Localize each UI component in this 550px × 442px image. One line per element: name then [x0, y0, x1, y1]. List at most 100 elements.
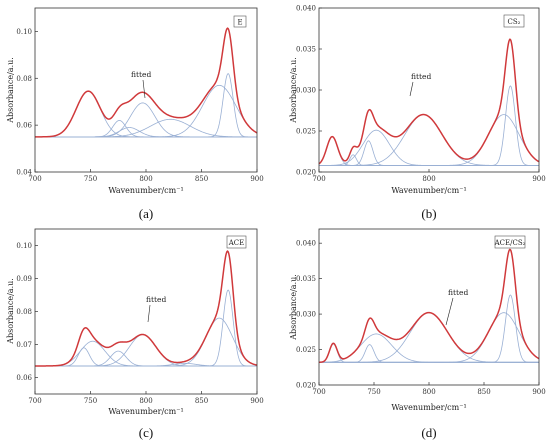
panel-c-component-peak-3 [35, 350, 257, 367]
panel-b-y-tick-label: 0.030 [296, 87, 316, 95]
panel-c-x-tick-label: 750 [84, 397, 97, 405]
panel-a-y-tick-label: 0.10 [16, 28, 32, 36]
panel-c-component-peak-6 [35, 317, 258, 367]
panel-a-label-box [233, 15, 247, 28]
panel-d-component-peak-6 [319, 294, 539, 363]
panel-b-y-tick-label: 0.025 [296, 128, 316, 136]
panel-c-ylabel: Absorbance/a.u. [6, 278, 15, 345]
panel-b-component-peak-3 [319, 140, 539, 166]
panel-c-curves [35, 250, 258, 367]
panel-d-curves [318, 248, 540, 364]
panel-d-y-tick-label: 0.030 [296, 311, 316, 319]
panel-b-fitted-arrow [409, 81, 414, 97]
panel-d-label-box [494, 235, 526, 249]
panel-a-fitted-annotation: fitted [131, 70, 151, 79]
panel-b-x-tick-label: 900 [532, 175, 545, 183]
panel-a-curves [35, 27, 258, 138]
panel-d-x-tick-label: 850 [477, 388, 490, 396]
panel-b: 700 800 900 0.020 0.025 0.030 0.035 0.040 CS₂ f… [289, 5, 546, 222]
panel-b-label-box [503, 14, 525, 28]
panel-b-caption: (b) [421, 206, 436, 221]
panel-d-xlabel: Wavenumber/cm⁻¹ [391, 403, 466, 412]
panel-c-y-tick-label: 0.08 [16, 308, 32, 316]
panel-c-component-peak-4 [35, 334, 257, 367]
panel-d-ticks: 700 750 800 850 900 0.020 0.025 0.030 0.035 0.040 [296, 240, 546, 396]
panel-c-caption: (c) [139, 425, 153, 440]
panel-b-x-tick-label: 800 [422, 175, 435, 183]
panel-d-y-tick-label: 0.025 [296, 346, 316, 354]
panel-d-fitted-curve [318, 248, 540, 364]
panel-a-label: E [237, 19, 242, 27]
panel-c-ticks: 700 750 800 850 900 0.06 0.07 0.08 0.09 0.10 [16, 242, 263, 405]
panel-a-fitted-curve [35, 27, 258, 138]
panel-a-x-tick-label: 750 [84, 175, 97, 183]
panel-b-x-tick-label: 700 [312, 175, 325, 183]
panel-c-label-box [226, 235, 247, 249]
panel-c-y-tick-label: 0.06 [16, 374, 32, 382]
panel-a-ticks: 700 750 800 850 900 0.04 0.06 0.08 0.10 [16, 28, 263, 183]
panel-a-caption: (a) [139, 206, 153, 221]
panel-a-y-tick-label: 0.06 [16, 122, 32, 130]
panel-c-x-tick-label: 900 [250, 397, 263, 405]
panel-d-fitted-annotation: fitted [448, 288, 468, 297]
panel-b-ticks: 700 800 900 0.020 0.025 0.030 0.035 0.040 [296, 5, 546, 184]
panel-d-label: ACE/CS₂ [494, 239, 526, 247]
panel-a-frame [34, 7, 258, 173]
panel-d-component-peak-3 [319, 333, 539, 363]
panel-b-fitted-annotation: fitted [411, 72, 431, 81]
panel-a-fitted-arrow [142, 79, 146, 99]
panel-d-x-tick-label: 800 [422, 388, 435, 396]
panel-a-component-peak-4 [35, 102, 257, 138]
panel-a-xlabel: Wavenumber/cm⁻¹ [108, 186, 183, 195]
panel-b-component-peak-1 [318, 136, 539, 166]
panel-b-ylabel: Absorbance/a.u. [289, 57, 298, 124]
panel-c-x-tick-label: 800 [139, 397, 152, 405]
panel-a-ylabel: Absorbance/a.u. [6, 57, 15, 124]
panel-a-component-peak-1 [35, 90, 257, 138]
panel-c-y-tick-label: 0.10 [16, 242, 32, 250]
panel-d-fitted-arrow [445, 297, 454, 326]
panel-a-x-tick-label: 700 [28, 175, 41, 183]
panel-d-caption: (d) [421, 425, 436, 440]
panel-b-y-tick-label: 0.020 [296, 169, 316, 177]
panel-a-y-tick-label: 0.08 [16, 75, 32, 83]
panel-b-component-peak-2 [319, 154, 539, 166]
panel-b-xlabel: Wavenumber/cm⁻¹ [391, 186, 466, 195]
panel-c-fitted-annotation: fitted [146, 295, 166, 304]
panel-b-curves [318, 38, 540, 166]
panel-d-y-tick-label: 0.040 [296, 240, 316, 248]
panel-b-component-peak-7 [319, 85, 539, 166]
panel-d-y-tick-label: 0.035 [296, 275, 316, 283]
panel-b-y-tick-label: 0.035 [296, 46, 316, 54]
panel-c-component-peak-7 [35, 289, 257, 367]
panel-a-x-tick-label: 800 [139, 175, 152, 183]
panel-d-x-tick-label: 700 [312, 388, 325, 396]
panel-d-x-tick-label: 900 [532, 388, 545, 396]
panel-c-y-tick-label: 0.09 [16, 275, 32, 283]
panel-c-component-peak-1 [35, 347, 257, 367]
panel-a-y-tick-label: 0.04 [16, 169, 32, 177]
panel-a: 700 750 800 850 900 0.04 0.06 0.08 0.10 E fitted… [6, 7, 264, 221]
panel-d-y-tick-label: 0.020 [296, 382, 316, 390]
panel-b-component-peak-6 [319, 114, 540, 166]
panel-c-x-tick-label: 700 [28, 397, 41, 405]
panel-c-label: ACE [228, 239, 245, 247]
panel-b-fitted-curve [318, 38, 540, 165]
panel-c-y-tick-label: 0.07 [16, 341, 32, 349]
panel-b-component-peak-5 [319, 114, 539, 166]
panel-a-x-tick-label: 850 [195, 175, 208, 183]
panel-a-x-tick-label: 900 [250, 175, 263, 183]
panel-c-xlabel: Wavenumber/cm⁻¹ [108, 407, 183, 416]
panel-a-component-peak-7 [35, 73, 257, 138]
panel-b-label: CS₂ [508, 18, 521, 26]
panel-d-frame [318, 228, 540, 386]
panel-d-ylabel: Absorbance/a.u. [289, 274, 298, 341]
panel-d: 700 750 800 850 900 0.020 0.025 0.030 0.035 0.040… [289, 228, 546, 440]
panel-b-y-tick-label: 0.040 [296, 5, 316, 13]
panel-c-x-tick-label: 850 [195, 397, 208, 405]
panel-d-x-tick-label: 750 [367, 388, 380, 396]
panel-c-fitted-curve [35, 250, 258, 367]
panel-c-fitted-arrow [147, 304, 151, 323]
